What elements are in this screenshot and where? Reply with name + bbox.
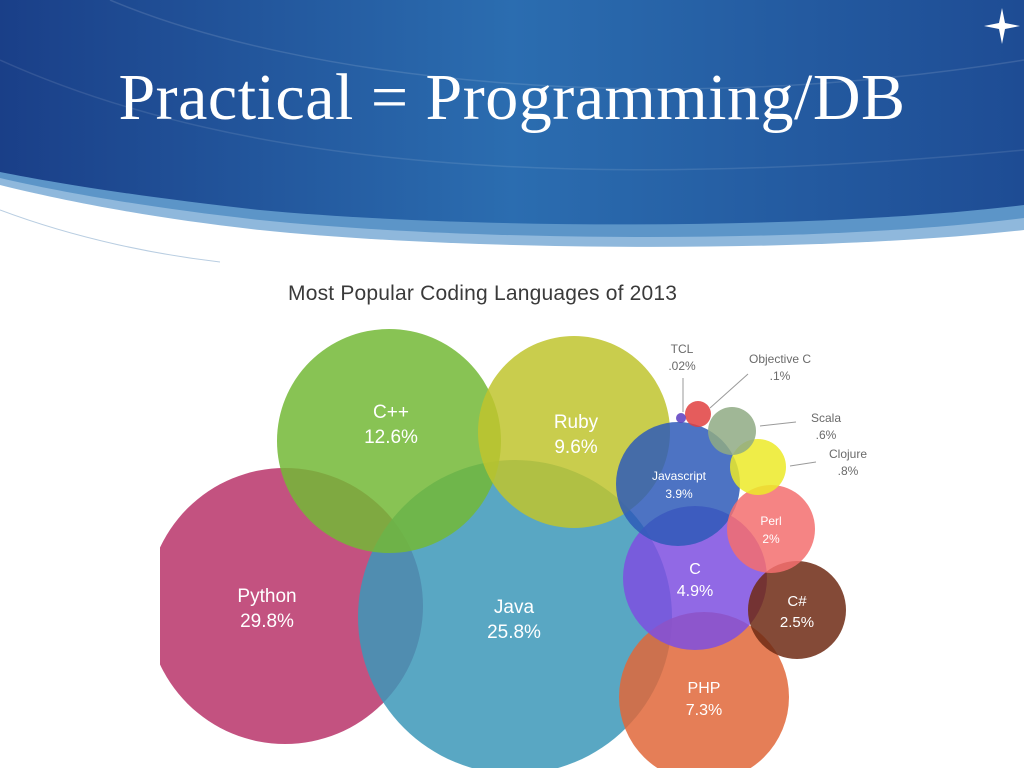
bubble-php xyxy=(619,612,789,768)
title-banner xyxy=(0,0,1024,263)
bubble-label-python: Python xyxy=(237,586,296,607)
bubble-clojure xyxy=(730,439,786,495)
bubble-value-python: 29.8% xyxy=(240,611,294,632)
bubble-scala xyxy=(708,407,756,455)
bubble-perl xyxy=(727,485,815,573)
bubble-label-java: Java xyxy=(494,597,535,618)
callout-value-clojure: .8% xyxy=(838,464,859,478)
bubble-javascript xyxy=(616,422,740,546)
callout-value-scala: .6% xyxy=(816,428,837,442)
slide-title: Practical = Programming/DB xyxy=(118,61,906,134)
bubble-value-c: 4.9% xyxy=(677,583,713,600)
bubble-tcl xyxy=(676,413,686,423)
bubble-value-php: 7.3% xyxy=(686,702,722,719)
bubble-label-perl: Perl xyxy=(760,514,781,528)
callout-line-clojure xyxy=(789,461,817,467)
callout-line-objective-c xyxy=(709,373,749,409)
bubble-label-c: C xyxy=(689,561,701,578)
bubble-label-php: PHP xyxy=(688,680,721,697)
callout-value-objective-c: .1% xyxy=(770,369,791,383)
bubble-value-c-: 12.6% xyxy=(364,427,418,448)
bubble-value-java: 25.8% xyxy=(487,622,541,643)
callout-label-tcl: TCL xyxy=(671,342,694,356)
star-logo-icon xyxy=(984,8,1020,44)
callout-value-tcl: .02% xyxy=(668,359,696,373)
bubble-label-c-: C++ xyxy=(373,402,409,423)
bubble-chart: Python 29.8% Java 25.8% C++ 12.6% Ruby 9.6% PHP 7… xyxy=(160,262,1024,768)
bubble-value-javascript: 3.9% xyxy=(665,487,693,501)
bubble-chart-canvas: Python 29.8% Java 25.8% C++ 12.6% Ruby 9.6% PHP 7… xyxy=(160,329,867,768)
callout-label-scala: Scala xyxy=(811,411,841,425)
bubble-objective-c xyxy=(685,401,711,427)
bubble-c- xyxy=(277,329,501,553)
chart-title: Most Popular Coding Languages of 2013 xyxy=(288,282,678,305)
callout-label-clojure: Clojure xyxy=(829,447,867,461)
bubble-c- xyxy=(748,561,846,659)
callout-line-scala xyxy=(759,421,797,427)
bubble-label-javascript: Javascript xyxy=(652,469,707,483)
bubble-value-perl: 2% xyxy=(762,532,780,546)
bubble-value-c-: 2.5% xyxy=(780,614,814,631)
bubble-label-c-: C# xyxy=(787,593,807,610)
bubble-value-ruby: 9.6% xyxy=(554,437,597,458)
bubble-label-ruby: Ruby xyxy=(554,412,599,433)
callout-label-objective-c: Objective C xyxy=(749,352,811,366)
